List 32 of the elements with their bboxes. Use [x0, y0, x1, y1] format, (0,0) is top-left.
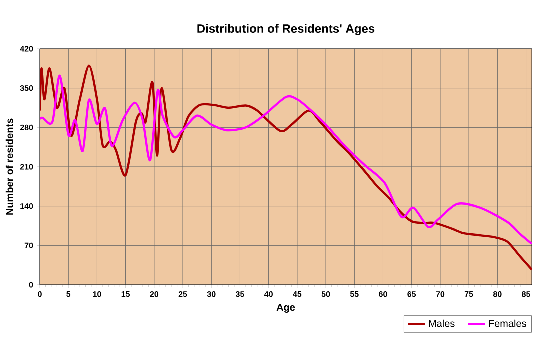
- y-tick-label: 210: [20, 164, 34, 170]
- x-tick-label: 70: [436, 292, 445, 298]
- y-tick-label: 140: [20, 203, 34, 210]
- legend-label: Females: [489, 320, 526, 328]
- x-tick-label: 80: [493, 292, 502, 298]
- y-tick-label: 70: [24, 242, 34, 248]
- line-series: [40, 64, 532, 271]
- x-tick-label: 30: [207, 292, 216, 298]
- x-axis-title: Age: [276, 304, 296, 314]
- x-tick-label: 65: [408, 292, 416, 298]
- legend-label: Males: [429, 320, 455, 328]
- y-tick-label: 420: [20, 46, 34, 52]
- y-tick-label: 280: [20, 124, 34, 130]
- x-tick-label: 20: [150, 292, 159, 298]
- x-tick-label: 45: [293, 292, 302, 298]
- y-tick-label: 0: [29, 282, 34, 288]
- x-tick-label: 40: [264, 292, 273, 298]
- x-tick-label: 5: [66, 292, 71, 298]
- x-tick-label: 0: [38, 292, 42, 298]
- x-tick-label: 85: [522, 292, 530, 298]
- line-series: [40, 74, 532, 246]
- x-tick-label: 75: [464, 292, 474, 298]
- x-tick-label: 50: [322, 292, 330, 298]
- y-tick-label: 350: [20, 85, 34, 92]
- x-tick-label: 55: [350, 292, 359, 298]
- x-tick-label: 15: [122, 292, 130, 298]
- x-tick-label: 10: [93, 292, 102, 298]
- y-axis-title: Number of residents: [6, 118, 14, 215]
- x-tick-label: 60: [379, 292, 388, 298]
- x-tick-label: 25: [178, 292, 188, 298]
- x-tick-label: 35: [236, 292, 244, 298]
- chart-title: Distribution of Residents' Ages: [198, 24, 375, 36]
